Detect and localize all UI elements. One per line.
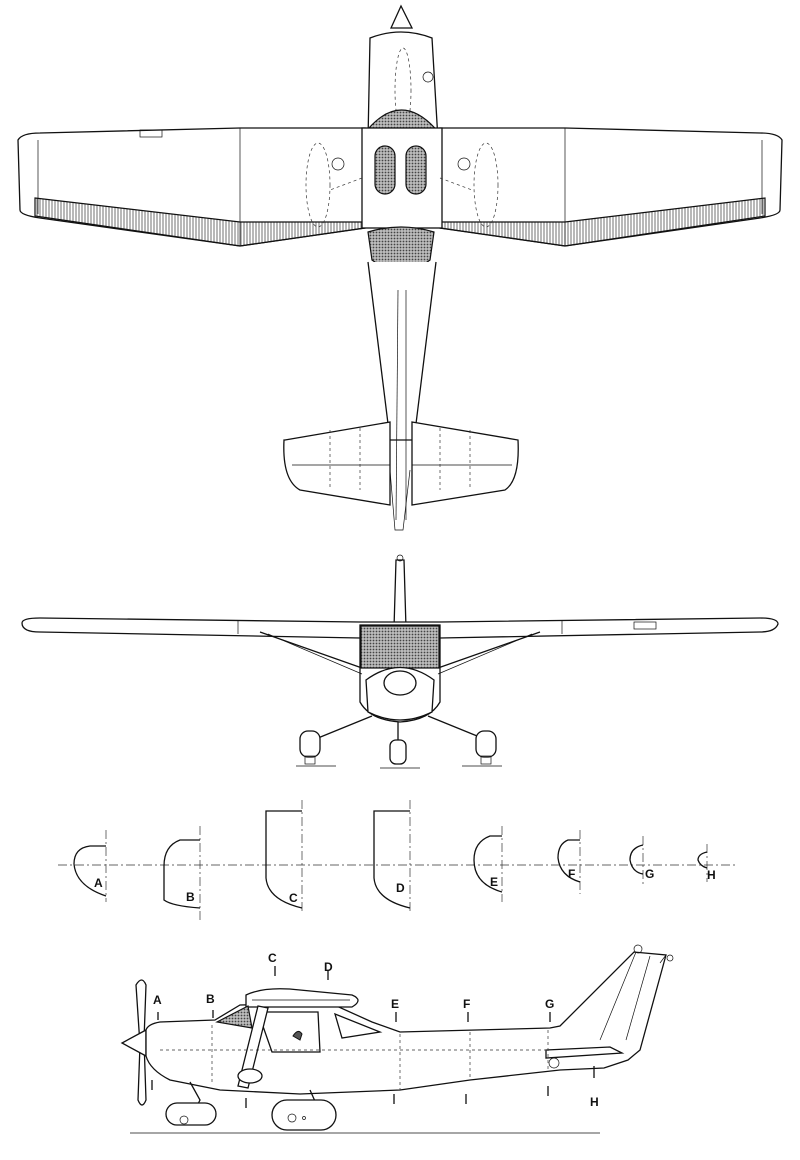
windshield-side	[215, 1005, 253, 1029]
section-label-b: B	[186, 890, 195, 904]
stabilizer-side	[545, 1046, 625, 1059]
spinner-side	[120, 1028, 147, 1058]
section-h: H	[697, 844, 716, 882]
side-label-g: G	[545, 997, 554, 1011]
side-label-f: F	[463, 997, 470, 1011]
top-view	[17, 4, 783, 531]
rear-window-side	[334, 1012, 383, 1039]
left-wheel-front	[299, 730, 321, 758]
cabin-shade-front	[360, 625, 440, 669]
side-label-d: D	[324, 960, 333, 974]
front-view	[21, 554, 779, 769]
side-window	[257, 1011, 321, 1053]
side-view: A B C D E F G H	[120, 944, 674, 1134]
right-stabilizer	[411, 421, 519, 506]
section-label-h: H	[707, 868, 716, 882]
side-label-h: H	[590, 1095, 599, 1109]
main-gear-left-top	[331, 157, 345, 171]
side-label-e: E	[391, 997, 399, 1011]
section-a: A	[73, 830, 107, 902]
spinner-top	[389, 4, 414, 29]
nose-wheel-front	[389, 739, 407, 765]
fuselage-side	[145, 951, 667, 1095]
right-wheel-front	[475, 730, 497, 758]
fin-side	[599, 951, 667, 1041]
section-label-g: G	[645, 867, 654, 881]
side-label-b: B	[206, 992, 215, 1006]
section-g: G	[629, 836, 654, 884]
fuel-cap-nose	[422, 71, 434, 83]
section-d: D	[373, 800, 411, 912]
cabin-roof	[361, 127, 443, 229]
tailcone-top	[367, 261, 437, 441]
section-label-e: E	[490, 875, 498, 889]
skylight-left	[374, 145, 396, 195]
side-label-c: C	[268, 951, 277, 965]
cross-sections: A B C D E F G	[58, 800, 738, 920]
wing-strut-side	[237, 1005, 269, 1089]
section-label-d: D	[396, 881, 405, 895]
main-gear-right-top	[457, 157, 471, 171]
fuel-vent-left	[139, 129, 163, 138]
main-wheel-fairing	[271, 1099, 337, 1131]
section-f: F	[557, 830, 581, 894]
section-label-c: C	[289, 891, 298, 905]
cowl-top	[367, 31, 439, 141]
left-stabilizer	[283, 421, 391, 506]
section-label-f: F	[568, 867, 575, 881]
section-e: E	[473, 826, 503, 902]
spinner-front	[383, 670, 417, 696]
fin-front	[393, 559, 407, 629]
side-label-a: A	[153, 993, 162, 1007]
skylight-right	[405, 145, 427, 195]
wing-side	[245, 988, 359, 1008]
section-b: B	[163, 826, 201, 920]
section-label-a: A	[94, 876, 103, 890]
nose-wheel-fairing	[165, 1102, 217, 1126]
section-c: C	[265, 800, 303, 912]
